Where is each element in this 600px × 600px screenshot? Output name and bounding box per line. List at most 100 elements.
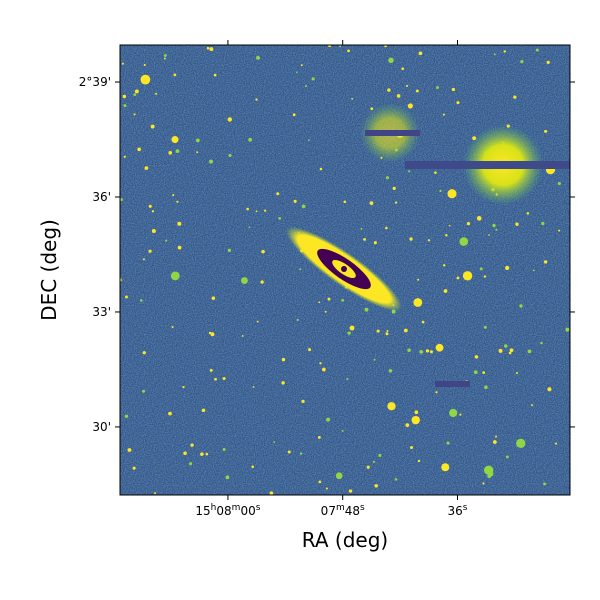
star xyxy=(543,260,548,264)
star xyxy=(305,85,307,87)
star xyxy=(189,462,193,466)
star xyxy=(206,46,210,50)
star xyxy=(148,249,152,253)
star xyxy=(308,348,312,352)
star xyxy=(211,296,216,300)
star xyxy=(319,362,322,365)
star xyxy=(351,97,354,100)
star xyxy=(168,411,172,416)
star xyxy=(385,176,389,180)
star xyxy=(476,216,482,221)
star xyxy=(482,371,486,375)
y-axis-label: DEC (deg) xyxy=(37,219,61,321)
star xyxy=(446,441,450,445)
star xyxy=(205,452,209,456)
star xyxy=(503,50,507,53)
star xyxy=(509,348,514,353)
star xyxy=(417,459,421,463)
star xyxy=(531,404,533,407)
star xyxy=(378,453,382,457)
star xyxy=(123,104,127,108)
star xyxy=(495,435,497,438)
star xyxy=(134,89,139,94)
star xyxy=(384,45,387,48)
star xyxy=(386,329,389,332)
star xyxy=(154,492,157,495)
star xyxy=(150,124,155,129)
star xyxy=(554,442,558,445)
star xyxy=(492,223,496,228)
star xyxy=(296,318,299,322)
star xyxy=(418,51,423,56)
star xyxy=(407,348,411,353)
star xyxy=(527,349,532,354)
star xyxy=(248,137,253,142)
star xyxy=(408,170,411,173)
star xyxy=(505,265,510,271)
star xyxy=(459,237,469,246)
star xyxy=(540,341,543,345)
star xyxy=(435,391,438,394)
star xyxy=(142,258,145,261)
x-axis-label: RA (deg) xyxy=(302,528,388,552)
star xyxy=(311,77,315,81)
star xyxy=(151,229,156,234)
star xyxy=(319,167,323,171)
star xyxy=(144,166,149,170)
star xyxy=(407,103,413,109)
star xyxy=(456,276,460,280)
star xyxy=(347,331,351,335)
x-tick-label: 07m48s xyxy=(321,503,365,518)
star xyxy=(148,204,152,208)
star xyxy=(363,237,367,241)
star xyxy=(347,49,350,53)
y-tick-label: 33' xyxy=(92,305,111,319)
star xyxy=(519,304,523,308)
star xyxy=(163,57,166,60)
y-tick-label: 30' xyxy=(92,420,111,434)
star xyxy=(227,117,232,122)
star xyxy=(419,350,424,354)
star xyxy=(503,344,508,348)
star xyxy=(209,368,213,372)
star xyxy=(252,386,255,388)
star xyxy=(459,413,462,416)
star xyxy=(308,139,310,141)
star xyxy=(413,298,423,307)
frame xyxy=(119,44,571,496)
star xyxy=(170,271,180,281)
star xyxy=(210,332,215,337)
star xyxy=(557,181,561,186)
star xyxy=(369,201,374,206)
star xyxy=(482,482,485,485)
star xyxy=(163,54,167,57)
star xyxy=(213,73,217,77)
star xyxy=(443,289,448,293)
y-tick-label: 36' xyxy=(92,190,111,204)
star xyxy=(124,414,129,418)
star xyxy=(515,371,519,374)
star xyxy=(168,151,173,155)
star xyxy=(410,446,413,449)
star xyxy=(142,389,146,393)
star xyxy=(195,138,200,143)
star xyxy=(127,448,132,452)
star xyxy=(196,151,199,154)
star xyxy=(122,94,127,99)
star xyxy=(177,245,182,250)
star xyxy=(177,221,182,226)
star xyxy=(558,229,561,232)
star xyxy=(176,200,179,203)
star xyxy=(505,455,509,459)
star xyxy=(513,95,517,99)
star xyxy=(392,186,396,190)
star xyxy=(346,377,349,381)
y-tick-label: 2°39' xyxy=(79,75,111,89)
star xyxy=(287,450,291,454)
star xyxy=(414,410,419,415)
star xyxy=(325,487,328,490)
star xyxy=(462,271,473,281)
star xyxy=(228,153,232,158)
star xyxy=(488,234,490,236)
star xyxy=(409,237,413,241)
